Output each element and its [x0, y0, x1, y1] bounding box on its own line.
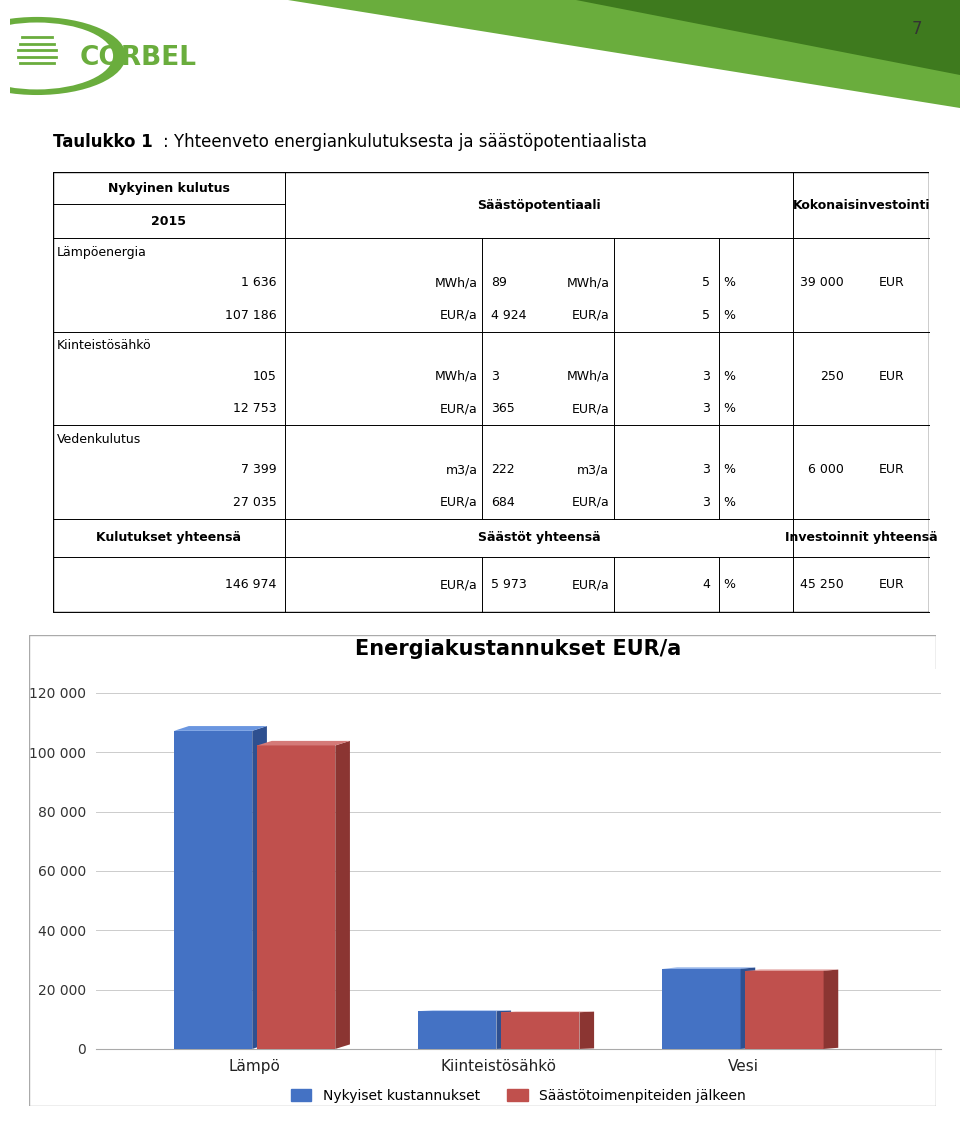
- Text: m3/a: m3/a: [445, 463, 478, 476]
- Text: MWh/a: MWh/a: [566, 370, 610, 382]
- Polygon shape: [580, 1012, 594, 1049]
- Polygon shape: [174, 726, 267, 730]
- Polygon shape: [662, 967, 756, 968]
- Bar: [419, 1012, 496, 1049]
- Text: Vedenkulutus: Vedenkulutus: [58, 433, 141, 446]
- Text: EUR/a: EUR/a: [571, 578, 610, 591]
- Text: %: %: [723, 403, 735, 415]
- Text: Säästöpotentiaali: Säästöpotentiaali: [477, 198, 601, 212]
- Text: EUR: EUR: [879, 578, 904, 591]
- Text: %: %: [723, 578, 735, 591]
- Text: CORBEL: CORBEL: [80, 45, 196, 70]
- Polygon shape: [252, 726, 267, 1049]
- Text: Lämpöenergia: Lämpöenergia: [58, 246, 147, 259]
- Text: %: %: [723, 463, 735, 476]
- Text: 250: 250: [820, 370, 844, 382]
- Bar: [501, 1013, 580, 1049]
- Text: EUR/a: EUR/a: [440, 403, 478, 415]
- Text: Kulutukset yhteensä: Kulutukset yhteensä: [96, 531, 241, 544]
- Text: MWh/a: MWh/a: [435, 370, 478, 382]
- Title: Energiakustannukset EUR/a: Energiakustannukset EUR/a: [355, 640, 682, 659]
- Polygon shape: [746, 970, 838, 971]
- Text: EUR: EUR: [879, 276, 904, 289]
- Text: 4: 4: [703, 578, 710, 591]
- Circle shape: [0, 23, 113, 90]
- Bar: [257, 745, 335, 1049]
- Text: 3: 3: [703, 463, 710, 476]
- Text: 365: 365: [492, 403, 515, 415]
- Text: 4 924: 4 924: [492, 308, 526, 322]
- Text: m3/a: m3/a: [577, 463, 610, 476]
- Text: %: %: [723, 276, 735, 289]
- Text: 3: 3: [703, 403, 710, 415]
- Text: EUR: EUR: [879, 370, 904, 382]
- Text: Taulukko 1: Taulukko 1: [53, 133, 153, 151]
- Text: MWh/a: MWh/a: [566, 276, 610, 289]
- Text: 5: 5: [702, 276, 710, 289]
- Text: Säästöt yhteensä: Säästöt yhteensä: [478, 531, 601, 544]
- Text: 222: 222: [492, 463, 515, 476]
- Text: %: %: [723, 496, 735, 509]
- Text: EUR/a: EUR/a: [440, 308, 478, 322]
- Text: MWh/a: MWh/a: [435, 276, 478, 289]
- Text: 7 399: 7 399: [241, 463, 276, 476]
- Bar: [174, 730, 252, 1049]
- Text: 5: 5: [702, 308, 710, 322]
- Text: 105: 105: [252, 370, 276, 382]
- Polygon shape: [824, 970, 838, 1049]
- Legend: Nykyiset kustannukset, Säästötoimenpiteiden jälkeen: Nykyiset kustannukset, Säästötoimenpitei…: [285, 1083, 752, 1109]
- Polygon shape: [740, 967, 756, 1049]
- Text: : Yhteenveto energiankulutuksesta ja säästöpotentiaalista: : Yhteenveto energiankulutuksesta ja sää…: [163, 133, 647, 151]
- Text: 3: 3: [703, 370, 710, 382]
- Text: EUR/a: EUR/a: [440, 578, 478, 591]
- Text: 146 974: 146 974: [225, 578, 276, 591]
- Polygon shape: [288, 0, 960, 108]
- Text: EUR/a: EUR/a: [571, 496, 610, 509]
- Text: %: %: [723, 370, 735, 382]
- Text: Kiinteistösähkö: Kiinteistösähkö: [58, 339, 152, 353]
- Text: 5 973: 5 973: [492, 578, 527, 591]
- Text: 6 000: 6 000: [808, 463, 844, 476]
- Text: 2015: 2015: [152, 214, 186, 228]
- Text: Investoinnit yhteensä: Investoinnit yhteensä: [785, 531, 938, 544]
- Polygon shape: [576, 0, 960, 76]
- Text: Nykyinen kulutus: Nykyinen kulutus: [108, 181, 229, 195]
- Text: 27 035: 27 035: [232, 496, 276, 509]
- Text: EUR/a: EUR/a: [571, 403, 610, 415]
- Polygon shape: [257, 741, 350, 745]
- Text: EUR: EUR: [879, 463, 904, 476]
- Text: 107 186: 107 186: [225, 308, 276, 322]
- Text: 684: 684: [492, 496, 515, 509]
- Polygon shape: [335, 741, 350, 1049]
- Text: 39 000: 39 000: [800, 276, 844, 289]
- Text: 45 250: 45 250: [800, 578, 844, 591]
- Text: EUR/a: EUR/a: [440, 496, 478, 509]
- Text: 3: 3: [703, 496, 710, 509]
- Text: 1 636: 1 636: [241, 276, 276, 289]
- Bar: [746, 971, 824, 1049]
- Text: 89: 89: [492, 276, 507, 289]
- Text: %: %: [723, 308, 735, 322]
- Bar: [662, 968, 740, 1049]
- Polygon shape: [496, 1010, 511, 1049]
- Text: Kokonaisinvestointi: Kokonaisinvestointi: [793, 198, 930, 212]
- Text: 3: 3: [492, 370, 499, 382]
- Text: 7: 7: [912, 20, 922, 39]
- Text: EUR/a: EUR/a: [571, 308, 610, 322]
- Circle shape: [0, 17, 126, 95]
- Text: 12 753: 12 753: [232, 403, 276, 415]
